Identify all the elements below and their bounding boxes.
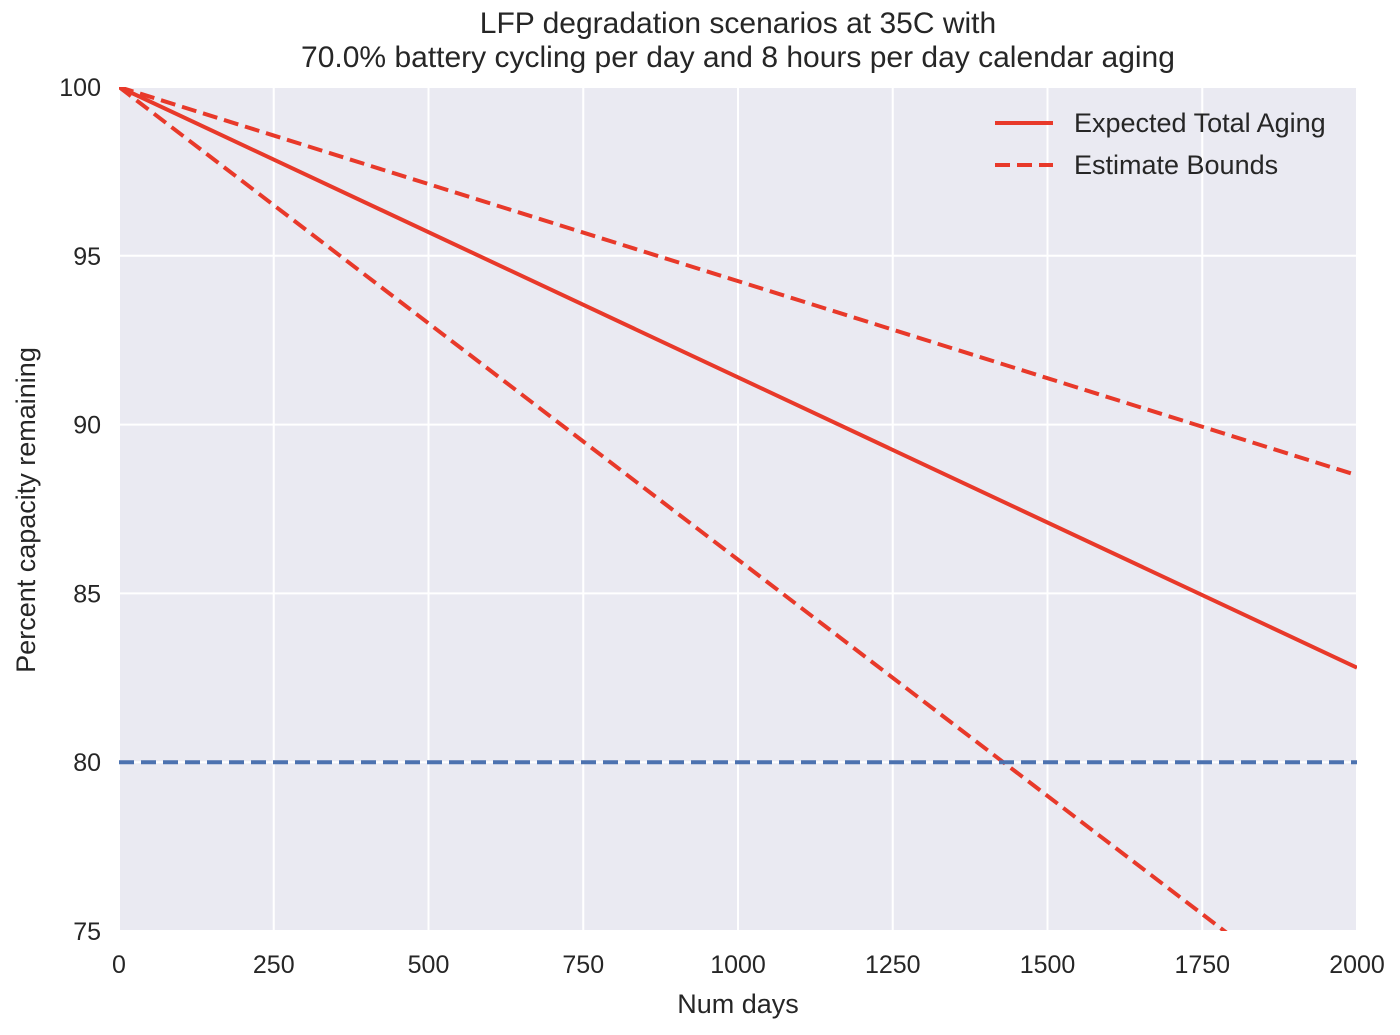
y-tick-label: 80 [73,749,101,777]
x-tick-label: 500 [408,951,450,979]
y-axis-label: Percent capacity remaining [11,347,41,673]
chart-subtitle: 70.0% battery cycling per day and 8 hour… [301,41,1175,74]
x-tick-label: 2000 [1329,951,1385,979]
legend-label-0: Expected Total Aging [1074,108,1326,138]
series-line-0 [119,87,1357,670]
y-tick-label: 75 [73,918,101,946]
series-lines [119,87,1357,931]
legend-label-1: Estimate Bounds [1074,150,1278,180]
series-line-2 [119,87,1228,931]
x-tick-label: 1000 [710,951,766,979]
x-axis-label: Num days [677,989,799,1019]
y-tick-label: 95 [73,243,101,271]
legend: Expected Total Aging Estimate Bounds [995,108,1326,180]
chart-title: LFP degradation scenarios at 35C with [480,7,996,40]
x-tick-label: 1250 [865,951,921,979]
tick-labels: 0 250 500 750 1000 1250 1500 1750 2000 75 80 85 90 95… [59,74,1385,979]
x-tick-label: 0 [112,951,126,979]
x-tick-label: 750 [562,951,604,979]
series-line-1 [119,87,1357,478]
x-tick-label: 1750 [1174,951,1230,979]
y-tick-label: 100 [59,74,101,102]
y-tick-label: 90 [73,412,101,440]
x-tick-label: 1500 [1020,951,1076,979]
x-tick-label: 250 [253,951,295,979]
y-tick-label: 85 [73,580,101,608]
